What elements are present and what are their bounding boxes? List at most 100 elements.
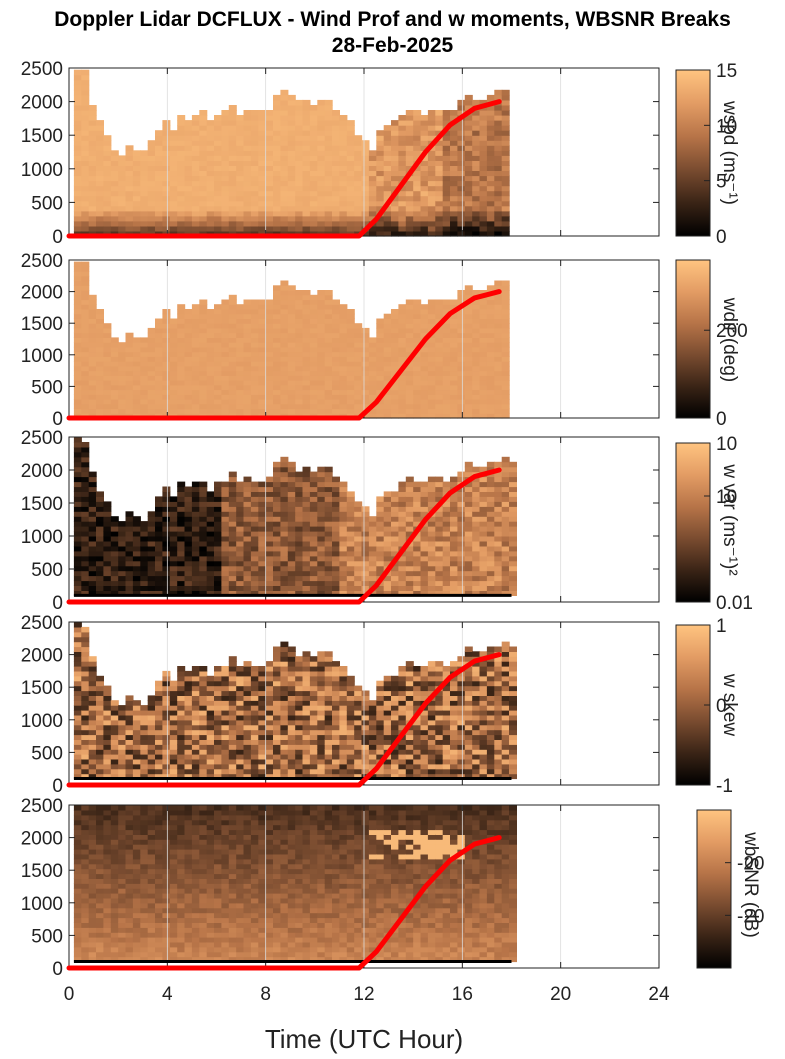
heatmap-cell	[287, 351, 296, 357]
heatmap-cell	[265, 403, 274, 410]
heatmap-cell	[265, 491, 274, 497]
heatmap-cell	[236, 342, 245, 348]
heatmap-cell	[243, 180, 252, 187]
heatmap-cell	[125, 590, 134, 596]
heatmap-cell	[243, 140, 252, 146]
heatmap-cell	[501, 342, 510, 348]
heatmap-cell	[501, 580, 510, 586]
heatmap-cell	[236, 170, 245, 177]
heatmap-cell	[427, 135, 436, 141]
heatmap-cell	[339, 313, 348, 319]
heatmap-cell	[265, 342, 274, 348]
heatmap-cell	[88, 471, 97, 478]
heatmap-cell	[295, 195, 304, 202]
heatmap-cell	[162, 180, 171, 187]
heatmap-cell	[236, 140, 245, 146]
heatmap-cell	[147, 200, 156, 207]
heatmap-cell	[81, 685, 90, 692]
heatmap-cell	[265, 486, 274, 492]
heatmap-cell	[405, 545, 414, 552]
heatmap-cell	[132, 190, 141, 197]
heatmap-cell	[457, 575, 466, 582]
heatmap-cell	[376, 356, 385, 362]
heatmap-cell	[472, 389, 481, 395]
heatmap-cell	[250, 365, 259, 372]
heatmap-cell	[132, 570, 141, 577]
heatmap-cell	[184, 695, 193, 701]
heatmap-cell	[155, 690, 163, 696]
heatmap-cell	[339, 309, 348, 315]
heatmap-cell	[346, 205, 355, 212]
heatmap-cell	[273, 570, 281, 577]
heatmap-cell	[214, 685, 222, 692]
heatmap-cell	[258, 394, 267, 400]
heatmap-cell	[199, 680, 208, 687]
heatmap-cell	[302, 570, 311, 577]
heatmap-cell	[96, 165, 104, 171]
heatmap-cell	[258, 327, 267, 334]
heatmap-cell	[103, 185, 112, 192]
heatmap-cell	[354, 170, 363, 177]
heatmap-cell	[317, 531, 326, 537]
heatmap-cell	[501, 555, 510, 562]
heatmap-cell	[287, 120, 296, 126]
heatmap-cell	[332, 496, 340, 502]
heatmap-cell	[214, 155, 222, 161]
heatmap-cell	[457, 327, 466, 334]
heatmap-cell	[258, 130, 267, 136]
heatmap-cell	[273, 724, 281, 731]
heatmap-cell	[177, 526, 186, 532]
heatmap-cell	[383, 155, 392, 161]
heatmap-cell	[132, 399, 141, 405]
heatmap-cell	[427, 150, 436, 156]
heatmap-cell	[88, 560, 97, 567]
heatmap-cell	[258, 501, 267, 507]
heatmap-cell	[287, 220, 296, 227]
heatmap-cell	[199, 575, 208, 582]
heatmap-cell	[110, 575, 119, 582]
heatmap-cell	[309, 389, 318, 395]
heatmap-cell	[479, 380, 488, 386]
heatmap-cell	[199, 135, 208, 141]
heatmap-cell	[228, 160, 237, 166]
heatmap-cell	[73, 585, 82, 591]
heatmap-cell	[295, 304, 304, 310]
heatmap-cell	[243, 389, 252, 395]
heatmap-cell	[368, 170, 377, 177]
heatmap-cell	[450, 361, 458, 367]
heatmap-cell	[169, 195, 178, 202]
heatmap-cell	[494, 155, 503, 161]
heatmap-cell	[162, 313, 171, 319]
heatmap-cell	[324, 115, 333, 121]
heatmap-cell	[199, 299, 208, 305]
heatmap-cell	[376, 205, 385, 212]
heatmap-cell	[332, 170, 340, 177]
heatmap-cell	[191, 744, 200, 750]
heatmap-cell	[162, 555, 171, 562]
heatmap-cell	[103, 160, 112, 166]
heatmap-cell	[88, 175, 97, 182]
heatmap-cell	[501, 466, 510, 473]
heatmap-cell	[81, 125, 90, 131]
heatmap-cell	[110, 165, 119, 171]
heatmap-cell	[96, 155, 104, 161]
heatmap-cell	[479, 394, 488, 400]
heatmap-cell	[191, 361, 200, 367]
heatmap-cell	[221, 570, 230, 577]
heatmap-cell	[420, 501, 429, 507]
heatmap-cell	[73, 739, 82, 745]
heatmap-cell	[324, 380, 333, 386]
heatmap-cell	[265, 710, 274, 716]
heatmap-cell	[88, 545, 97, 552]
heatmap-cell	[221, 690, 230, 696]
heatmap-cell	[427, 175, 436, 182]
heatmap-cell	[464, 575, 473, 582]
heatmap-cell	[420, 506, 429, 512]
heatmap-cell	[132, 575, 141, 582]
heatmap-cell	[332, 486, 340, 492]
heatmap-cell	[339, 575, 348, 582]
heatmap-cell	[125, 389, 134, 395]
heatmap-cell	[472, 327, 481, 334]
heatmap-cell	[391, 511, 399, 517]
